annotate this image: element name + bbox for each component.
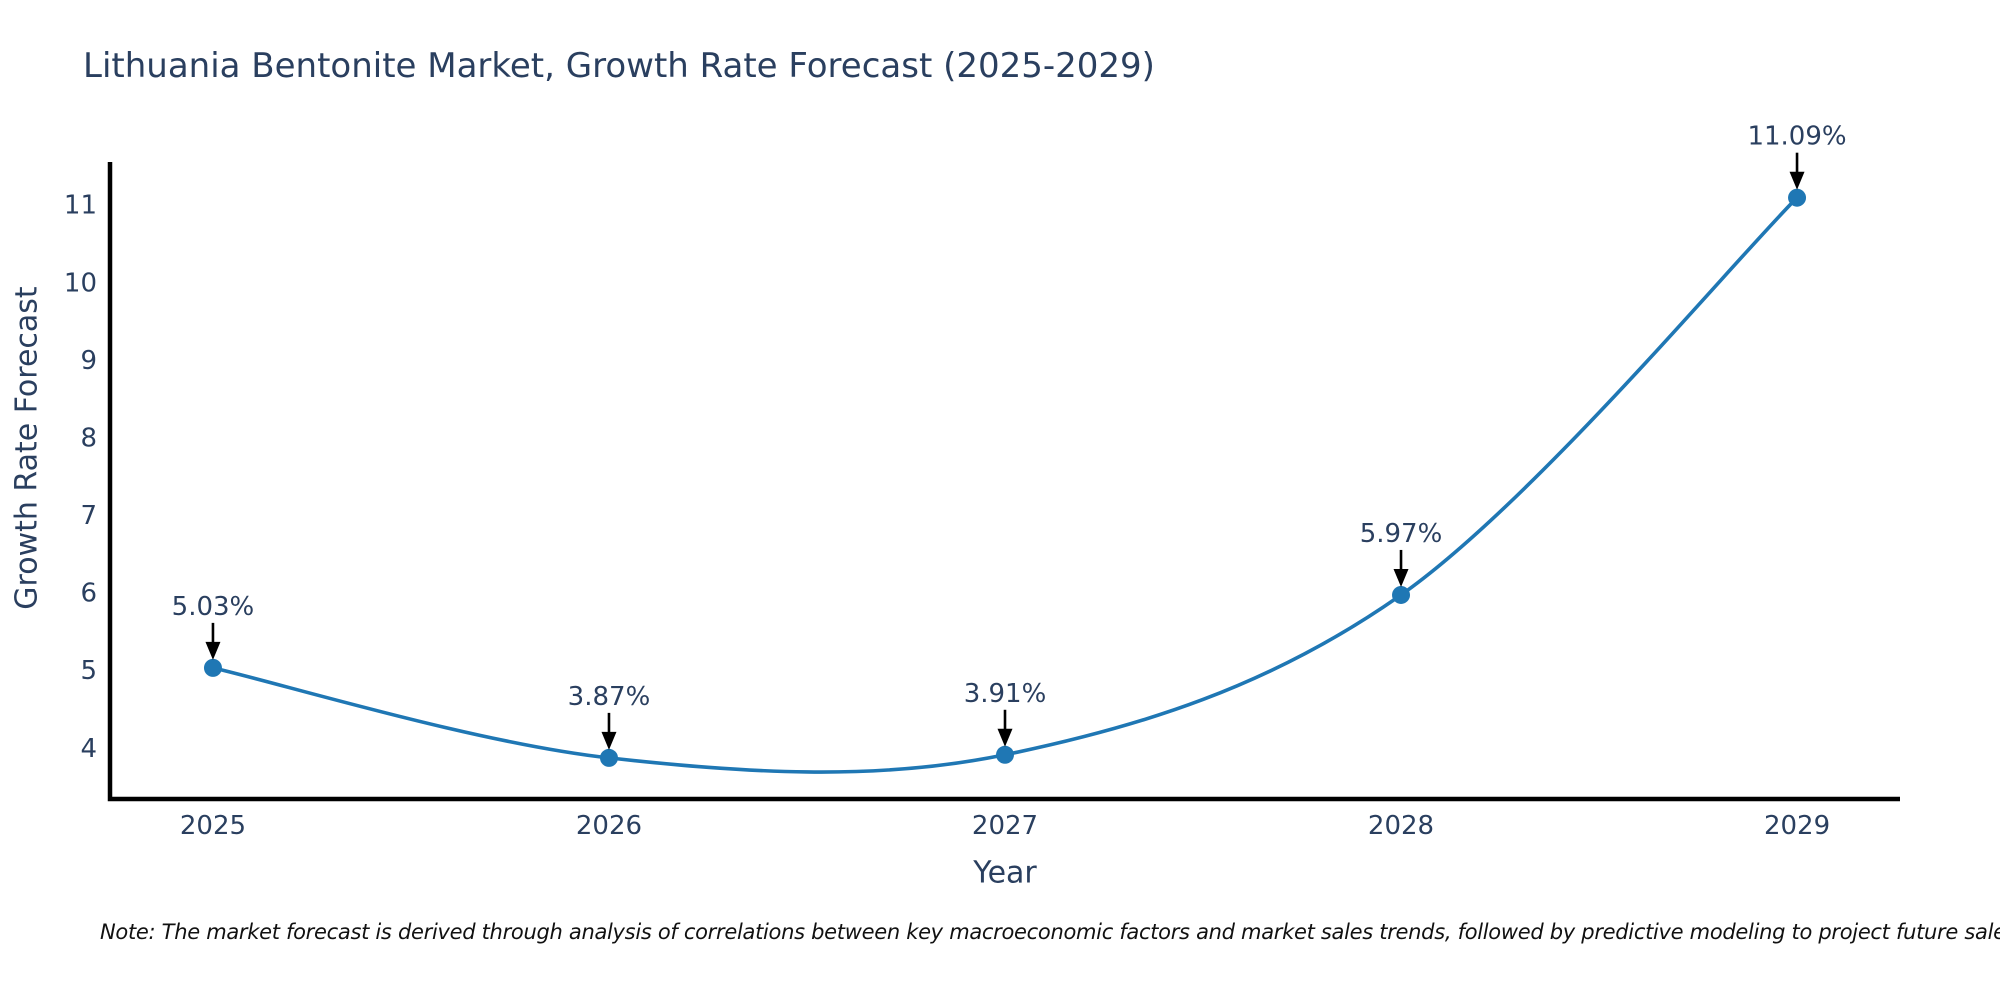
data-point-marker[interactable] [1392, 585, 1411, 604]
forecast-line [211, 195, 1799, 774]
y-tick-label: 6 [80, 579, 97, 609]
x-tick-label: 2026 [576, 811, 642, 841]
annotation-arrowhead-icon [997, 728, 1013, 747]
x-tick-label: 2027 [972, 811, 1038, 841]
annotation-arrowhead-icon [1393, 568, 1409, 587]
point-value-label: 5.03% [172, 592, 255, 622]
y-tick-label: 4 [80, 734, 97, 764]
data-point-marker[interactable] [599, 748, 618, 767]
y-tick-label: 8 [80, 423, 97, 453]
chart-footnote: Note: The market forecast is derived thr… [100, 920, 2000, 944]
y-tick-label: 7 [80, 501, 97, 531]
annotation-arrowhead-icon [205, 641, 221, 660]
chart-title: Lithuania Bentonite Market, Growth Rate … [83, 46, 1155, 86]
axis-lines [107, 162, 1900, 802]
y-tick-label: 10 [64, 268, 97, 298]
x-tick-label: 2025 [180, 811, 246, 841]
y-tick-label: 11 [64, 191, 97, 221]
y-tick-label: 5 [80, 656, 97, 686]
data-point-marker[interactable] [1788, 188, 1807, 207]
point-value-label: 3.91% [964, 679, 1047, 709]
y-axis-title: Growth Rate Forecast [9, 286, 45, 610]
data-point-marker[interactable] [203, 658, 222, 677]
x-tick-label: 2029 [1764, 811, 1830, 841]
x-axis-title: Year [973, 855, 1037, 891]
annotation-arrowhead-icon [1789, 171, 1805, 190]
point-value-label: 11.09% [1747, 122, 1846, 152]
annotation-arrowhead-icon [601, 731, 617, 750]
point-value-label: 3.87% [568, 682, 651, 712]
point-value-label: 5.97% [1360, 519, 1443, 549]
x-tick-label: 2028 [1368, 811, 1434, 841]
y-tick-label: 9 [80, 346, 97, 376]
data-point-marker[interactable] [996, 745, 1014, 764]
